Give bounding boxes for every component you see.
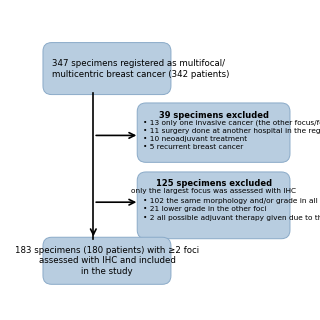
FancyBboxPatch shape	[137, 172, 290, 239]
Text: 39 specimens excluded: 39 specimens excluded	[159, 111, 268, 120]
Text: • 102 the same morphology and/or grade in all foci
• 21 lower grade in the other: • 102 the same morphology and/or grade i…	[143, 198, 320, 220]
Text: 183 specimens (180 patients) with ≥2 foci
assessed with IHC and included
in the : 183 specimens (180 patients) with ≥2 foc…	[15, 246, 199, 276]
Text: 125 specimens excluded: 125 specimens excluded	[156, 179, 272, 188]
FancyBboxPatch shape	[43, 43, 171, 95]
Text: • 13 only one invasive cancer (the other focus/foci were DCIS)
• 11 surgery done: • 13 only one invasive cancer (the other…	[143, 119, 320, 150]
Text: only the largest focus was assessed with IHC: only the largest focus was assessed with…	[131, 188, 296, 194]
FancyBboxPatch shape	[137, 103, 290, 162]
Text: 347 specimens registered as multifocal/: 347 specimens registered as multifocal/	[52, 59, 225, 68]
FancyBboxPatch shape	[43, 237, 171, 284]
Text: multicentric breast cancer (342 patients): multicentric breast cancer (342 patients…	[52, 70, 230, 79]
